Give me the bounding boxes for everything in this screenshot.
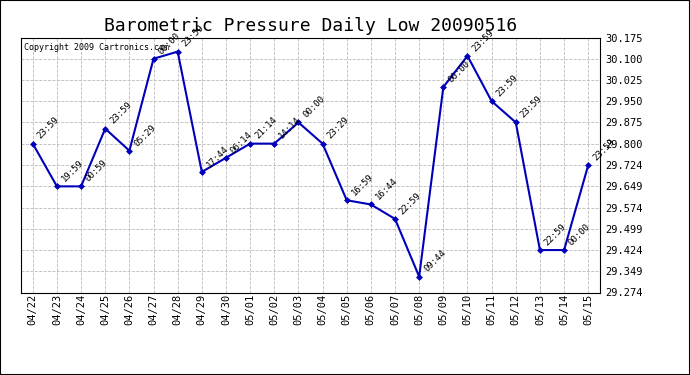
Text: 23:29: 23:29: [326, 116, 351, 141]
Text: 23:59: 23:59: [108, 100, 133, 126]
Text: 16:44: 16:44: [374, 176, 399, 202]
Text: 23:59: 23:59: [36, 116, 61, 141]
Text: 00:00: 00:00: [567, 222, 592, 247]
Text: 22:59: 22:59: [398, 191, 423, 216]
Text: 16:59: 16:59: [350, 172, 375, 198]
Text: 00:00: 00:00: [446, 59, 471, 84]
Text: 14:14: 14:14: [277, 116, 302, 141]
Text: 09:44: 09:44: [422, 249, 447, 274]
Text: 06:14: 06:14: [229, 130, 254, 155]
Text: 00:00: 00:00: [157, 31, 181, 56]
Text: 17:44: 17:44: [205, 144, 230, 169]
Text: 23:59: 23:59: [519, 94, 544, 120]
Text: 21:14: 21:14: [253, 116, 278, 141]
Text: 23:59: 23:59: [591, 137, 616, 162]
Text: 23:59: 23:59: [495, 73, 520, 98]
Text: 00:00: 00:00: [302, 94, 326, 120]
Text: 23:59: 23:59: [471, 28, 495, 53]
Text: 23:59: 23:59: [181, 24, 206, 49]
Text: Copyright 2009 Cartronics.com: Copyright 2009 Cartronics.com: [23, 43, 168, 52]
Text: 00:59: 00:59: [84, 158, 109, 184]
Text: 05:29: 05:29: [132, 123, 157, 148]
Title: Barometric Pressure Daily Low 20090516: Barometric Pressure Daily Low 20090516: [104, 16, 517, 34]
Text: 19:59: 19:59: [60, 158, 85, 184]
Text: 22:59: 22:59: [543, 222, 568, 247]
